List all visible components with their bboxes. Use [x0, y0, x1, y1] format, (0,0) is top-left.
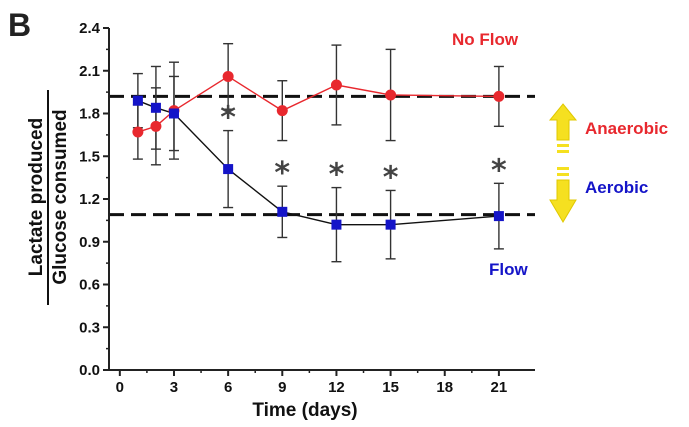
y-axis-title-denominator: Glucose consumed: [50, 109, 71, 284]
x-axis-title: Time (days): [252, 400, 357, 421]
y-axis-title-numerator: Lactate produced: [26, 118, 47, 276]
x-tick-label: 0: [116, 379, 124, 396]
up-arrow-icon: [548, 103, 578, 141]
flow-point: [168, 108, 179, 119]
no-flow-series-line: [137, 75, 499, 133]
arrow-dash: [557, 173, 569, 176]
arrow-dash: [557, 150, 569, 153]
flow-point: [132, 95, 143, 106]
x-tick-label: 3: [170, 379, 178, 396]
flow-point: [331, 219, 342, 230]
panel-letter: B: [8, 7, 31, 43]
no-flow-point: [222, 70, 234, 82]
anaerobic-label: Anaerobic: [585, 119, 668, 138]
aerobic-label: Aerobic: [585, 178, 648, 197]
y-tick-label: 2.4: [79, 20, 101, 37]
flow-point: [223, 164, 234, 175]
flow-point: [493, 211, 504, 222]
y-tick-label: 0.6: [79, 277, 100, 294]
down-arrow-icon: [549, 179, 577, 223]
no-flow-point: [385, 89, 397, 101]
no-flow-point: [493, 90, 505, 102]
x-tick-label: 18: [436, 379, 453, 396]
aerobic-anaerobic-arrow: [548, 103, 578, 223]
x-tick-label: 9: [278, 379, 286, 396]
significance-star: *: [220, 101, 236, 136]
flow-label: Flow: [489, 260, 528, 279]
x-tick-label: 15: [382, 379, 399, 396]
y-axis-title: Lactate produced Glucose consumed: [26, 90, 71, 305]
flow-point: [150, 102, 161, 113]
y-tick-label: 1.2: [79, 191, 100, 208]
arrow-dash: [557, 167, 569, 170]
no-flow-label: No Flow: [452, 30, 519, 49]
no-flow-point: [330, 79, 342, 91]
x-tick-label: 6: [224, 379, 232, 396]
y-tick-label: 2.1: [79, 63, 100, 80]
flow-series-line: [137, 100, 499, 226]
significance-star: *: [329, 158, 345, 193]
significance-star: *: [383, 160, 399, 195]
no-flow-point: [276, 105, 288, 117]
y-tick-label: 0.3: [79, 319, 100, 336]
y-tick-label: 1.5: [79, 148, 100, 165]
no-flow-point: [132, 126, 144, 138]
flow-point: [385, 219, 396, 230]
flow-point: [277, 206, 288, 217]
significance-star: *: [274, 156, 290, 191]
y-tick-label: 1.8: [79, 106, 100, 123]
y-tick-label: 0.0: [79, 362, 100, 379]
y-tick-label: 0.9: [79, 234, 100, 251]
arrow-dash: [557, 144, 569, 147]
x-tick-label: 12: [328, 379, 345, 396]
x-tick-label: 21: [491, 379, 508, 396]
no-flow-point: [150, 120, 162, 132]
significance-star: *: [491, 153, 507, 188]
